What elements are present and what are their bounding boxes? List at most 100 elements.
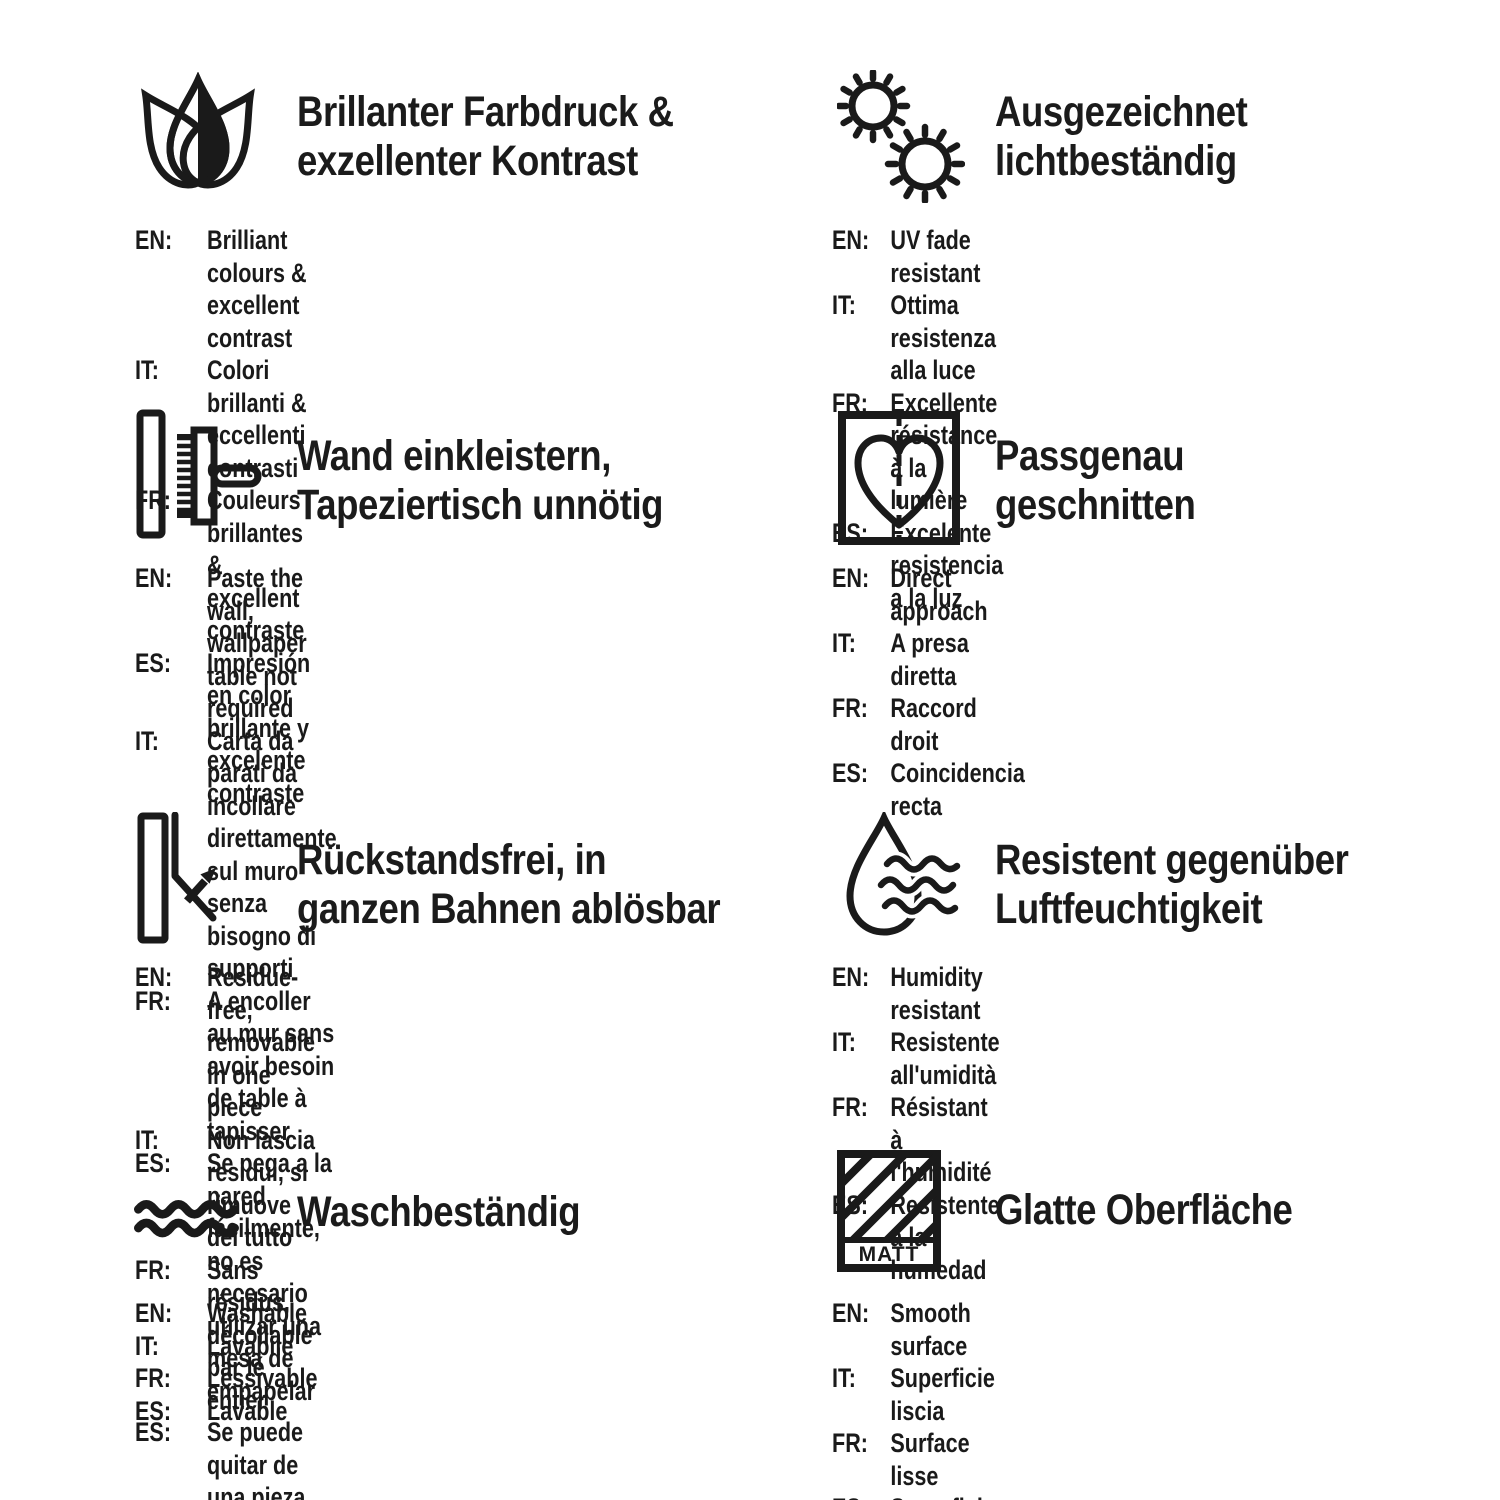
peel-off-icon xyxy=(133,812,248,947)
language-label: ES: xyxy=(832,758,869,788)
translation-text: Coincidencia recta xyxy=(890,758,1025,821)
language-label: FR: xyxy=(832,693,868,723)
translation-row: IT: A presa diretta xyxy=(832,627,1025,692)
feature-title: Glatte Oberfläche xyxy=(995,1186,1293,1235)
translation-list: EN: Smooth surface IT: Superficie liscia F… xyxy=(832,1297,995,1500)
paste-brush-icon xyxy=(133,408,263,543)
translation-row: EN: Humidity resistant xyxy=(832,961,1000,1026)
translation-text: Couleurs brillantes & excellent contrast… xyxy=(207,485,305,645)
heart-cut-icon xyxy=(835,408,963,548)
translation-list: EN: Direct approach IT: A presa diretta FR… xyxy=(832,562,1025,822)
translation-row: IT: Lavabile xyxy=(135,1330,317,1363)
translation-list: EN: Washable IT: Lavabile FR: Lessivable ES… xyxy=(135,1297,317,1427)
translation-text: Washable xyxy=(207,1298,308,1328)
language-label: IT: xyxy=(135,1124,159,1155)
translation-text: Lavabile xyxy=(207,1330,294,1361)
translation-text: Sans résidus, décollable par lé entier xyxy=(207,1254,313,1415)
translation-row: IT: Ottima resistenza alla luce xyxy=(832,289,1003,387)
feature-title: Passgenau geschnitten xyxy=(995,432,1196,530)
title-line: Passgenau xyxy=(995,432,1185,480)
translation-text: Carta da parati da incollare direttament… xyxy=(207,725,337,984)
language-label: EN: xyxy=(832,563,870,593)
language-label: EN: xyxy=(832,225,870,255)
language-label: EN: xyxy=(135,962,173,992)
language-label: FR: xyxy=(135,985,171,1016)
translation-row: EN: Smooth surface xyxy=(832,1297,995,1362)
translation-row: ES: Lavable xyxy=(135,1395,317,1428)
translation-list: EN: Residue-free, removable in one piece … xyxy=(135,961,315,1500)
language-label: ES: xyxy=(135,1417,172,1447)
colour-drops-icon xyxy=(133,72,263,202)
title-line: geschnitten xyxy=(995,481,1196,529)
language-label: IT: xyxy=(135,355,159,385)
language-label: ES: xyxy=(135,1148,172,1178)
translation-text: Se puede quitar de una pieza & no deja r… xyxy=(207,1417,306,1500)
feature-title: Ausgezeichnet lichtbeständig xyxy=(995,88,1248,186)
translation-text: Ottima resistenza alla luce xyxy=(890,290,997,385)
drop-waves-icon xyxy=(835,812,967,950)
translation-text: Paste the wall, wallpaper table not requ… xyxy=(207,563,307,723)
feature-title: Brillanter Farbdruck & exzellenter Kontr… xyxy=(297,88,674,186)
translation-text: Smooth surface xyxy=(890,1298,971,1361)
translation-text: Residue-free, removable in one piece xyxy=(207,962,316,1122)
translation-text: Superficie lisa xyxy=(890,1492,994,1500)
translation-text: Humidity resistant xyxy=(890,962,983,1025)
language-label: IT: xyxy=(832,1363,856,1393)
translation-text: Lavable xyxy=(207,1395,288,1426)
language-label: ES: xyxy=(135,647,172,678)
title-line: ganzen Bahnen ablösbar xyxy=(297,885,721,933)
translation-text: Impresión en color brillante y excelente… xyxy=(207,647,311,808)
language-label: IT: xyxy=(832,1027,856,1057)
language-label: FR: xyxy=(832,1428,868,1458)
translation-row: FR: Lessivable xyxy=(135,1362,317,1395)
language-label: IT: xyxy=(832,290,856,320)
language-label: EN: xyxy=(135,563,173,593)
translation-row: FR: A encoller au mur sans avoir besoin d… xyxy=(135,985,337,1148)
language-label: ES: xyxy=(135,1395,172,1426)
translation-text: Resistente all'umidità xyxy=(890,1027,1000,1090)
title-line: Glatte Oberfläche xyxy=(995,1186,1293,1234)
language-label: FR: xyxy=(135,1254,171,1285)
feature-title: Rückstandsfrei, in ganzen Bahnen ablösba… xyxy=(297,836,721,934)
double-sun-icon xyxy=(837,70,965,203)
translation-row: FR: Raccord droit xyxy=(832,692,1025,757)
translation-text: Raccord droit xyxy=(890,693,977,756)
translation-text: A presa diretta xyxy=(890,628,969,691)
title-line: Wand einkleistern, xyxy=(297,432,611,480)
language-label: EN: xyxy=(832,962,870,992)
title-line: Resistent gegenüber xyxy=(995,836,1349,884)
translation-row: ES: Impresión en color brillante y excele… xyxy=(135,647,310,810)
translation-row: FR: Sans résidus, décollable par lé entie… xyxy=(135,1254,315,1417)
translation-row: EN: Residue-free, removable in one piece xyxy=(135,961,315,1124)
translation-row: IT: Resistente all'umidità xyxy=(832,1026,1000,1091)
feature-title: Wand einkleistern, Tapeziertisch unnötig xyxy=(297,432,663,530)
translation-text: Superficie liscia xyxy=(890,1363,995,1426)
waves-icon xyxy=(133,1195,260,1241)
translation-text: Direct approach xyxy=(890,563,988,626)
translation-text: Brilliant colours & excellent contrast xyxy=(207,225,307,353)
title-line: exzellenter Kontrast xyxy=(297,137,638,185)
translation-row: IT: Carta da parati da incollare direttam… xyxy=(135,725,337,985)
title-line: Waschbeständig xyxy=(297,1188,581,1236)
translation-text: UV fade resistant xyxy=(890,225,981,288)
language-label: EN: xyxy=(832,1298,870,1328)
title-line: Brillanter Farbdruck & xyxy=(297,88,674,136)
language-label: IT: xyxy=(135,725,159,756)
matt-stripes-icon: MATT xyxy=(835,1148,943,1274)
feature-title: Resistent gegenüber Luftfeuchtigkeit xyxy=(995,836,1349,934)
translation-text: Surface lisse xyxy=(890,1428,970,1491)
translation-row: FR: Surface lisse xyxy=(832,1427,995,1492)
matt-label: MATT xyxy=(859,1243,920,1266)
language-label: IT: xyxy=(135,1330,159,1361)
title-line: Luftfeuchtigkeit xyxy=(995,885,1263,933)
language-label: FR: xyxy=(135,1363,171,1393)
translation-row: IT: Superficie liscia xyxy=(832,1362,995,1427)
translation-row: EN: Direct approach xyxy=(832,562,1025,627)
title-line: Ausgezeichnet xyxy=(995,88,1248,136)
translation-row: ES: Coincidencia recta xyxy=(832,757,1025,822)
translation-row: EN: UV fade resistant xyxy=(832,224,1003,289)
translation-text: A encoller au mur sans avoir besoin de t… xyxy=(207,985,335,1146)
feature-title: Waschbeständig xyxy=(297,1188,581,1237)
title-line: Rückstandsfrei, in xyxy=(297,836,607,884)
